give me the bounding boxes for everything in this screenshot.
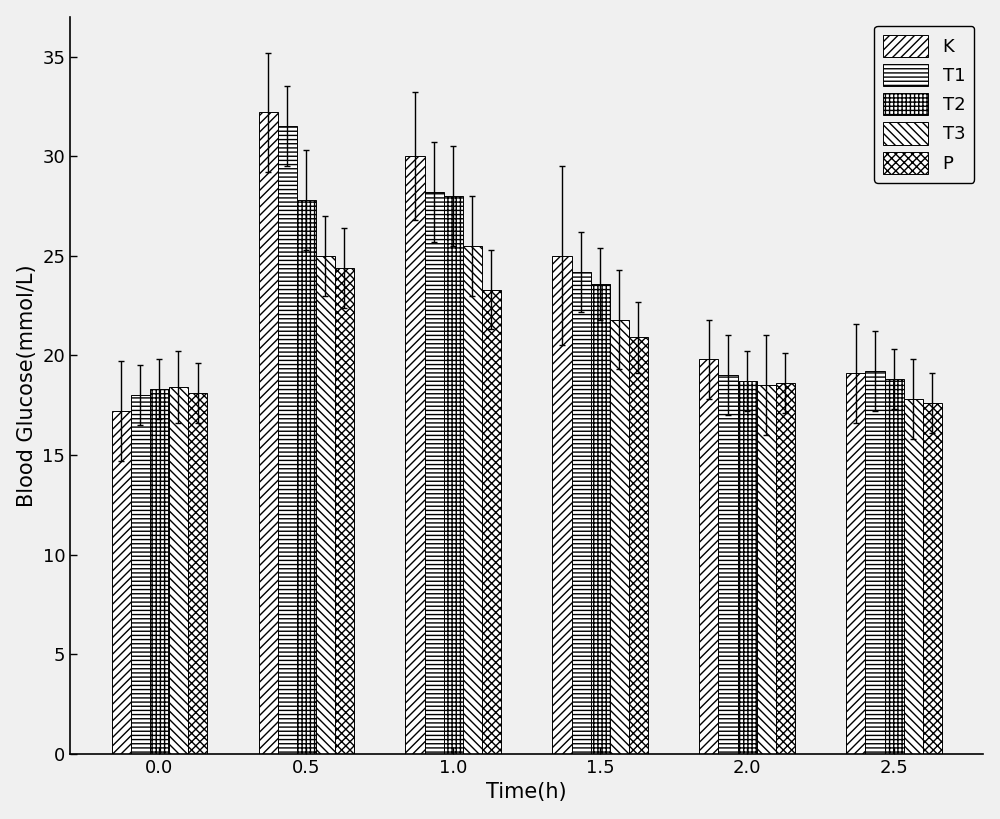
Bar xyxy=(865,371,885,754)
Bar xyxy=(463,246,482,754)
Bar xyxy=(316,256,335,754)
Bar xyxy=(776,383,795,754)
Bar xyxy=(112,411,131,754)
Bar xyxy=(610,319,629,754)
Bar xyxy=(278,126,297,754)
Bar xyxy=(259,112,278,754)
Bar xyxy=(131,396,150,754)
Bar xyxy=(846,373,865,754)
Legend: K, T1, T2, T3, P: K, T1, T2, T3, P xyxy=(874,25,974,183)
Bar xyxy=(904,399,923,754)
Bar xyxy=(405,156,425,754)
X-axis label: Time(h): Time(h) xyxy=(486,782,567,803)
Bar xyxy=(757,385,776,754)
Bar xyxy=(885,379,904,754)
Bar xyxy=(738,382,757,754)
Bar xyxy=(552,256,572,754)
Bar xyxy=(169,387,188,754)
Bar xyxy=(188,393,207,754)
Bar xyxy=(335,268,354,754)
Bar xyxy=(718,375,738,754)
Bar xyxy=(923,403,942,754)
Bar xyxy=(150,389,169,754)
Bar xyxy=(482,290,501,754)
Bar xyxy=(699,360,718,754)
Bar xyxy=(591,283,610,754)
Bar xyxy=(629,337,648,754)
Bar xyxy=(444,196,463,754)
Bar xyxy=(425,192,444,754)
Y-axis label: Blood Glucose(mmol/L): Blood Glucose(mmol/L) xyxy=(17,264,37,507)
Bar xyxy=(297,200,316,754)
Bar xyxy=(572,272,591,754)
